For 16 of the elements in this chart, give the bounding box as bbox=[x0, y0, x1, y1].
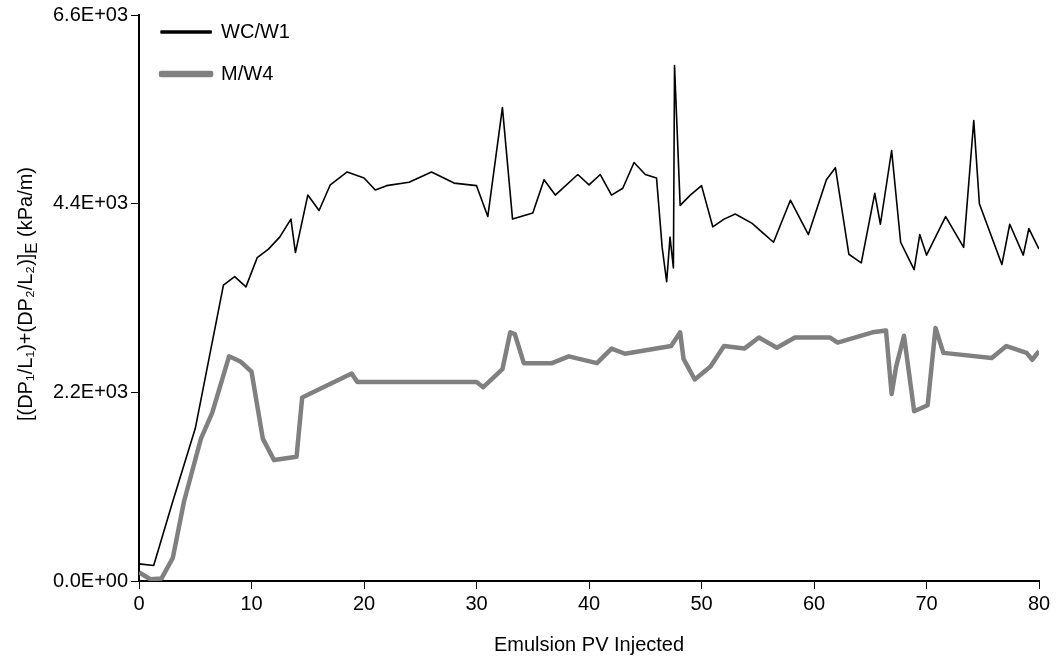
x-axis-title: Emulsion PV Injected bbox=[493, 632, 685, 655]
y-tick-label: 2.2E+03 bbox=[52, 379, 129, 402]
y-tick-label: 0.0E+00 bbox=[52, 568, 129, 591]
x-tick-label: 10 bbox=[240, 591, 263, 614]
x-tick-label: 70 bbox=[915, 591, 938, 614]
legend-label: M/W4 bbox=[221, 61, 274, 84]
x-tick-label: 30 bbox=[465, 591, 488, 614]
y-tick-label: 6.6E+03 bbox=[52, 2, 129, 25]
x-tick-label: 40 bbox=[577, 591, 601, 614]
x-tick-label: 50 bbox=[690, 591, 713, 614]
legend-label: WC/W1 bbox=[221, 19, 290, 42]
x-tick-label: 80 bbox=[1027, 591, 1051, 614]
x-tick-label: 0 bbox=[133, 591, 145, 614]
x-tick-label: 20 bbox=[352, 591, 376, 614]
y-tick-label: 4.4E+03 bbox=[52, 191, 129, 214]
x-tick-label: 60 bbox=[802, 591, 826, 614]
